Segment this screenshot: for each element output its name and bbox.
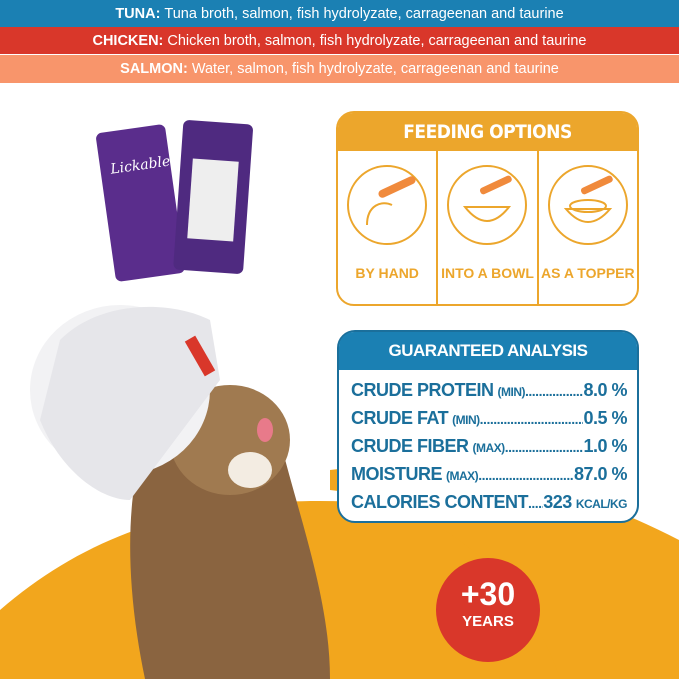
ingredient-band-salmon: SALMON: Water, salmon, fish hydrolyzate, … xyxy=(0,55,679,83)
feeding-option-label: INTO A BOWL xyxy=(441,265,534,281)
nutrient-value: 87.0 % xyxy=(573,464,627,484)
nutrient-qualifier: (MAX) xyxy=(472,441,506,455)
hand-feeding-icon xyxy=(347,165,428,245)
badge-text: YEARS xyxy=(462,613,514,630)
analysis-row: MOISTURE(MAX) 87.0 % xyxy=(351,460,627,488)
nutrient-name: CALORIES CONTENT xyxy=(351,492,529,512)
nutrient-value: 0.5 % xyxy=(583,408,627,428)
bowl-icon xyxy=(447,165,528,245)
ingredient-text: Water, salmon, fish hydrolyzate, carrage… xyxy=(191,61,559,77)
feeding-option-label: BY HAND xyxy=(355,265,419,281)
nutrient-name: CRUDE FIBER xyxy=(351,436,469,456)
nutrient-name: MOISTURE xyxy=(351,464,443,484)
nutrient-unit: KCAL/KG xyxy=(575,497,627,511)
feeding-options-panel: FEEDING OPTIONS BY HAND INTO A BOWL AS A… xyxy=(336,111,639,306)
ingredient-band-chicken: CHICKEN: Chicken broth, salmon, fish hydr… xyxy=(0,27,679,54)
nutrient-qualifier: (MIN) xyxy=(497,385,526,399)
analysis-title: GUARANTEED ANALYSIS xyxy=(339,332,637,370)
ingredient-label: SALMON: xyxy=(120,61,188,77)
badge-number: +30 xyxy=(460,576,516,612)
analysis-row: CRUDE PROTEIN(MIN) 8.0 % xyxy=(351,376,627,404)
ingredient-label: CHICKEN: xyxy=(92,32,164,49)
guaranteed-analysis-panel: GUARANTEED ANALYSIS CRUDE PROTEIN(MIN)8.… xyxy=(337,330,639,523)
feeding-option-topper: AS A TOPPER xyxy=(536,151,637,304)
topper-bowl-icon xyxy=(547,165,628,245)
nutrient-value: 8.0 % xyxy=(583,380,627,400)
years-badge: +30 YEARS xyxy=(436,558,540,662)
ingredient-text: Tuna broth, salmon, fish hydrolyzate, ca… xyxy=(164,5,564,22)
ingredient-band-tuna: TUNA: Tuna broth, salmon, fish hydrolyzat… xyxy=(0,0,679,27)
nutrient-name: CRUDE FAT xyxy=(351,408,449,428)
cat-with-chef-hat xyxy=(30,305,330,679)
nutrient-qualifier: (MAX) xyxy=(446,469,479,483)
nutrient-qualifier: (MIN) xyxy=(452,413,480,427)
feeding-title: FEEDING OPTIONS xyxy=(338,113,637,151)
analysis-row: CRUDE FAT(MIN) 0.5 % xyxy=(351,404,627,432)
feeding-option-label: AS A TOPPER xyxy=(541,265,635,281)
ingredient-label: TUNA: xyxy=(115,5,161,22)
analysis-row: CRUDE FIBER(MAX) 1.0 % xyxy=(351,432,627,460)
ingredient-text: Chicken broth, salmon, fish hydrolyzate,… xyxy=(167,32,587,49)
nutrient-value: 1.0 % xyxy=(583,436,627,456)
product-packs: Lickables xyxy=(96,120,253,282)
nutrient-value: 323 xyxy=(543,492,572,512)
nutrient-name: CRUDE PROTEIN xyxy=(351,380,494,400)
feeding-option-hand: BY HAND xyxy=(338,151,436,304)
feeding-option-bowl: INTO A BOWL xyxy=(436,151,536,304)
